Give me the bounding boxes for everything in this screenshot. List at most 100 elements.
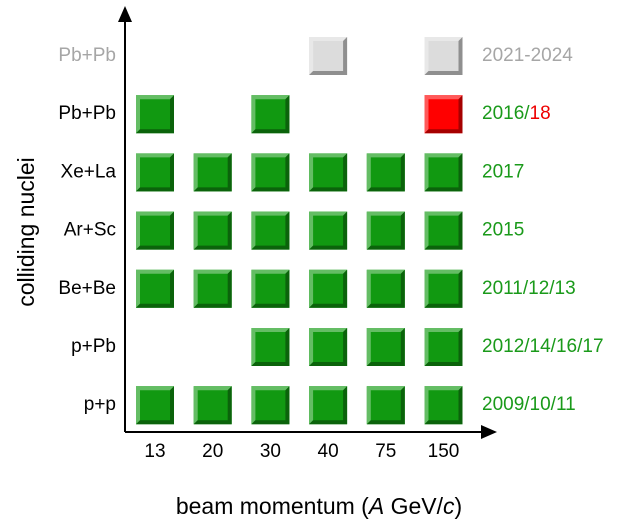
cell-face [251, 269, 290, 308]
cell-bevel [193, 153, 232, 192]
cell-face [424, 153, 463, 192]
cell-bevel [136, 211, 174, 250]
row-label: p+Pb [71, 336, 116, 357]
cell [136, 95, 174, 134]
cell-bevel [309, 211, 348, 250]
cell-bevel [136, 269, 174, 308]
cell-bevel [136, 386, 174, 425]
cell [193, 386, 232, 425]
column-label: 150 [428, 441, 460, 462]
year-label: 2021-2024 [482, 45, 573, 66]
cell [309, 37, 348, 75]
cell [366, 153, 405, 192]
year-part: 2016/ [482, 103, 530, 124]
cell-face [424, 211, 463, 250]
cell-bevel [424, 95, 463, 134]
cell [251, 95, 290, 134]
cell-bevel [251, 386, 290, 425]
cell-face [136, 386, 174, 425]
cell-bevel [309, 328, 348, 366]
year-part: 2009/10/11 [482, 394, 576, 415]
cell-bevel [136, 386, 174, 425]
year-label: 2017 [482, 161, 524, 182]
year-part: 18 [530, 103, 551, 124]
cell-face [193, 153, 232, 192]
cell-face [424, 95, 463, 134]
column-label: 13 [144, 441, 165, 462]
cell [136, 386, 174, 425]
cell-face [309, 37, 348, 75]
cell [366, 386, 405, 425]
x-arrow [481, 425, 497, 439]
cell-face [193, 269, 232, 308]
cell-bevel [193, 269, 232, 308]
cell-bevel [309, 37, 348, 75]
cell-face [136, 95, 174, 134]
cell-bevel [424, 153, 463, 192]
cell [424, 328, 463, 366]
cell [424, 153, 463, 192]
year-label: 2011/12/13 [482, 278, 576, 299]
cell-bevel [309, 386, 348, 425]
cell-face [366, 386, 405, 425]
cell-face [366, 328, 405, 366]
cell [251, 211, 290, 250]
cell [136, 211, 174, 250]
column-label: 30 [260, 441, 281, 462]
cell [424, 37, 463, 75]
cell-face [251, 153, 290, 192]
cell-bevel [424, 211, 463, 250]
cell-bevel [193, 386, 232, 425]
cell [193, 269, 232, 308]
cell-bevel [193, 269, 232, 308]
year-label: 2012/14/16/17 [482, 336, 604, 357]
cell-bevel [136, 153, 174, 192]
cell-face [251, 95, 290, 134]
cell [309, 153, 348, 192]
cell-bevel [366, 328, 405, 366]
cell [136, 269, 174, 308]
x-axis-label: beam momentum (A GeV/c) [176, 493, 462, 519]
cell-face [309, 211, 348, 250]
cell [424, 95, 463, 134]
cell-bevel [309, 211, 348, 250]
x-axis-label-part: ) [455, 493, 463, 519]
cell-bevel [366, 153, 405, 192]
cell-bevel [309, 153, 348, 192]
cell [309, 211, 348, 250]
cell-bevel [366, 269, 405, 308]
cell [424, 386, 463, 425]
column-label: 20 [202, 441, 223, 462]
cell [424, 269, 463, 308]
cell-bevel [424, 386, 463, 425]
cell-face [309, 386, 348, 425]
cell [251, 328, 290, 366]
cell-face [366, 211, 405, 250]
year-label: 2015 [482, 220, 524, 241]
cell [251, 386, 290, 425]
year-part: 2017 [482, 161, 524, 182]
x-axis-label-part: GeV/ [384, 493, 443, 519]
cell [309, 386, 348, 425]
cell [309, 269, 348, 308]
cell-face [424, 37, 463, 75]
cell-face [424, 269, 463, 308]
year-part: 2012/14/16/17 [482, 336, 604, 357]
cell-face [309, 269, 348, 308]
cell [424, 211, 463, 250]
cell-bevel [366, 386, 405, 425]
cell-face [309, 328, 348, 366]
cell-bevel [136, 269, 174, 308]
cell-bevel [309, 37, 348, 75]
year-part: 2011/12/13 [482, 278, 576, 299]
cell-bevel [251, 269, 290, 308]
cell-face [193, 211, 232, 250]
cell-face [251, 328, 290, 366]
y-arrow [118, 6, 132, 22]
cell-bevel [424, 95, 463, 134]
cell-face [136, 153, 174, 192]
cell [193, 211, 232, 250]
year-part: 2021-2024 [482, 45, 573, 66]
y-axis-label: colliding nuclei [13, 157, 39, 307]
year-part: 2015 [482, 220, 524, 241]
